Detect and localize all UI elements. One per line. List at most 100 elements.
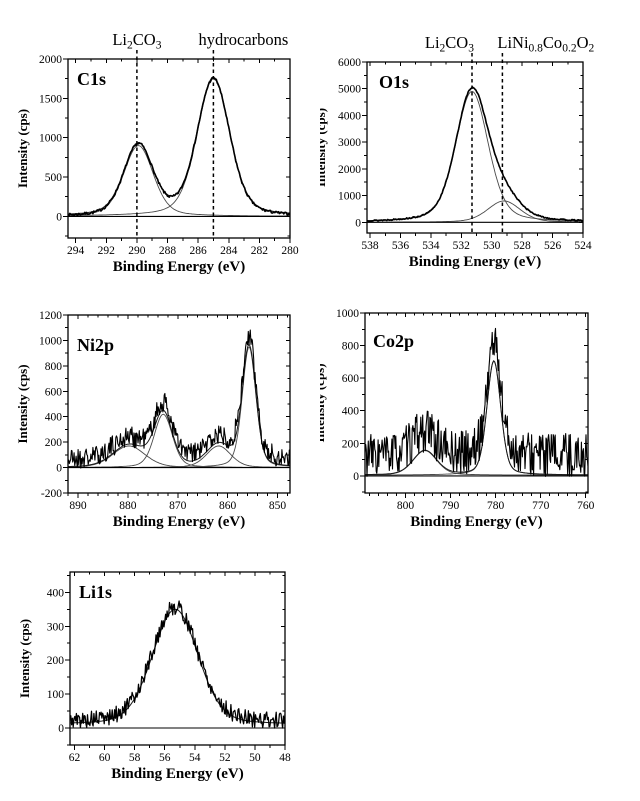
xps-plot-li1s: 62 60 58 56 54 52 50 48 0 100 200 300 400 Li1s Binding… (17, 571, 291, 782)
axis-frame (69, 571, 286, 746)
y-tick-label: 1000 (39, 133, 62, 145)
xps-plot-co2p: 800 790 780 770 760 0 200 400 600 800 1000 Co2p Bind… (312, 308, 595, 530)
measured-spectrum-curve (365, 327, 588, 477)
y-tick-label: 1500 (39, 93, 62, 105)
xps-panel-o1s: 538 536 534 532 530 528 526 524 0 1000 2000 3000 400… (313, 20, 640, 296)
x-tick-label: 60 (99, 752, 111, 764)
x-tick-label: 50 (249, 752, 261, 764)
x-tick-label: 282 (251, 245, 269, 257)
x-axis-label: Binding Energy (eV) (409, 254, 542, 270)
fit-component-curve (68, 413, 290, 468)
xps-panel-co2p: 800 790 780 770 760 0 200 400 600 800 1000 Co2p Bind… (312, 298, 640, 544)
axis-ticks (63, 314, 290, 498)
panel-title: O1s (379, 72, 409, 92)
tick-labels: 800 790 780 770 760 0 200 400 600 800 1000 (336, 308, 595, 512)
y-tick-label: 600 (342, 373, 360, 385)
x-tick-label: 54 (189, 752, 201, 764)
x-tick-label: 538 (361, 240, 379, 252)
y-tick-label: 0 (353, 471, 359, 483)
fit-envelope-curve (68, 76, 290, 215)
y-tick-label: 800 (342, 341, 360, 353)
y-tick-label: 2000 (39, 54, 62, 66)
fit-envelope-curve (365, 360, 588, 476)
axis-frame (366, 61, 584, 234)
y-tick-label: 4000 (338, 110, 361, 122)
fit-envelope-curve (70, 608, 285, 724)
axis-frame (364, 312, 589, 494)
y-tick-label: 200 (342, 438, 360, 450)
x-axis-label: Binding Energy (eV) (113, 259, 246, 275)
y-tick-label: -200 (41, 488, 62, 500)
y-tick-label: 300 (47, 621, 65, 633)
y-tick-label: 400 (47, 587, 65, 599)
x-tick-label: 52 (219, 752, 231, 764)
assignment-label: hydrocarbons (199, 30, 289, 49)
x-axis-label: Binding Energy (eV) (410, 514, 543, 530)
panel-title: Ni2p (77, 335, 114, 355)
xps-panel-ni2p: 890 880 870 860 850 -200 0 200 400 600 800 1000 1200… (0, 298, 320, 544)
tick-labels: 538 536 534 532 530 528 526 524 0 1000 2000 3000 400… (338, 57, 592, 252)
x-tick-label: 780 (487, 500, 505, 512)
y-axis-label: Intensity (cps) (17, 619, 32, 698)
assignment-label: Li2CO3 (112, 30, 161, 52)
y-tick-label: 1000 (336, 308, 359, 320)
x-tick-label: 760 (577, 500, 595, 512)
x-tick-label: 860 (219, 500, 237, 512)
axis-ticks (63, 58, 291, 243)
x-tick-label: 870 (169, 500, 187, 512)
xps-panel-li1s: 62 60 58 56 54 52 50 48 0 100 200 300 400 Li1s Binding… (0, 556, 320, 801)
y-tick-label: 500 (45, 172, 63, 184)
x-tick-label: 530 (483, 240, 501, 252)
xps-plot-o1s: 538 536 534 532 530 528 526 524 0 1000 2000 3000 400… (313, 33, 594, 270)
assignment-label: Li2CO3 (425, 33, 474, 55)
y-tick-label: 800 (45, 361, 63, 373)
x-tick-label: 790 (442, 500, 460, 512)
y-tick-label: 0 (56, 211, 62, 223)
tick-labels: 62 60 58 56 54 52 50 48 0 100 200 300 400 (47, 587, 291, 764)
y-tick-label: 0 (58, 723, 64, 735)
axis-ticks (65, 572, 286, 750)
y-axis-label: Intensity (cps) (15, 364, 30, 443)
fit-envelope-curve (367, 86, 583, 222)
panel-title: C1s (77, 69, 106, 89)
x-tick-label: 770 (532, 500, 550, 512)
x-tick-label: 280 (281, 245, 299, 257)
panel-title: Li1s (79, 582, 112, 602)
x-tick-label: 288 (159, 245, 177, 257)
y-tick-label: 6000 (338, 57, 361, 69)
tick-labels: 890 880 870 860 850 -200 0 200 400 600 800 1000 1200 (39, 310, 286, 512)
x-tick-label: 880 (119, 500, 137, 512)
y-axis-label: Intensity (cps) (320, 108, 328, 187)
panel-title: Co2p (373, 331, 414, 351)
x-tick-label: 526 (544, 240, 562, 252)
spectrum-curves (68, 76, 290, 218)
x-tick-label: 524 (574, 240, 592, 252)
x-tick-label: 286 (190, 245, 208, 257)
x-tick-label: 290 (128, 245, 146, 257)
y-tick-label: 600 (45, 386, 63, 398)
assignment-label: LiNi0.8Co0.2O2 (497, 33, 594, 55)
x-tick-label: 532 (453, 240, 471, 252)
x-tick-label: 62 (69, 752, 81, 764)
x-tick-label: 48 (279, 752, 291, 764)
x-tick-label: 58 (129, 752, 141, 764)
y-tick-label: 100 (47, 689, 65, 701)
x-tick-label: 534 (422, 240, 440, 252)
y-tick-label: 2000 (338, 164, 361, 176)
y-tick-label: 5000 (338, 84, 361, 96)
axis-frame (67, 58, 291, 239)
measured-spectrum-curve (70, 600, 285, 729)
y-axis-label: Intensity (cps) (15, 109, 30, 188)
x-tick-label: 284 (220, 245, 238, 257)
y-tick-label: 200 (45, 437, 63, 449)
x-tick-label: 890 (69, 500, 87, 512)
x-axis-label: Binding Energy (eV) (111, 766, 244, 782)
measured-spectrum-curve (367, 86, 583, 222)
spectrum-curves (365, 327, 588, 477)
y-tick-label: 0 (56, 463, 62, 475)
xps-panel-c1s: 294 292 290 288 286 284 282 280 0 500 1000 1500 2000… (0, 20, 320, 296)
y-tick-label: 400 (45, 412, 63, 424)
fit-envelope-curve (68, 344, 290, 468)
x-tick-label: 528 (514, 240, 532, 252)
